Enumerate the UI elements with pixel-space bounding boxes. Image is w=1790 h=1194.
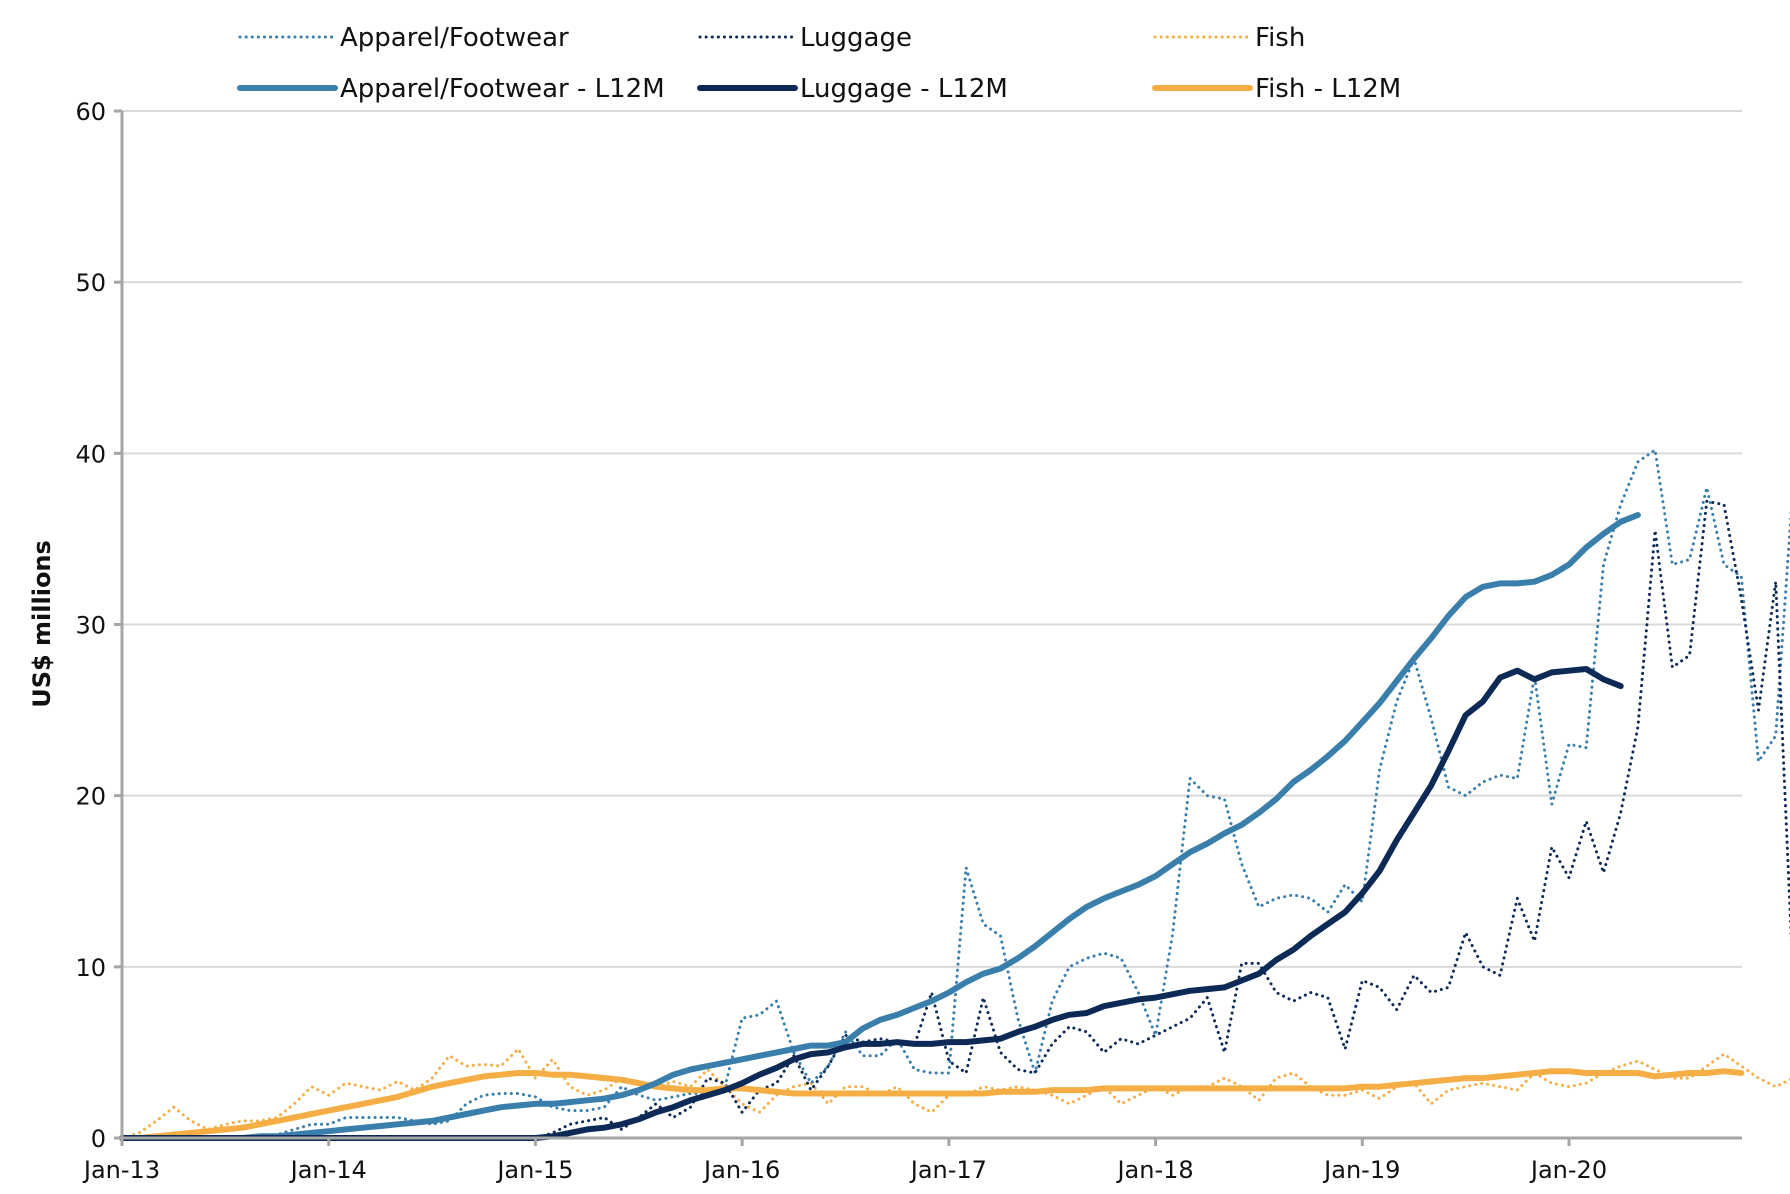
legend-label: Apparel/Footwear - L12M xyxy=(340,74,665,104)
x-tick-label: Jan-18 xyxy=(1115,1156,1193,1184)
series-line-apparel-footwear xyxy=(120,448,1790,1140)
legend-item: Luggage - L12M xyxy=(697,74,1008,104)
series-lines xyxy=(119,448,1790,1141)
series-line-apparel-footwear-l12m xyxy=(119,512,1641,1141)
legend-label: Luggage xyxy=(800,23,912,53)
y-tick-label: 30 xyxy=(75,612,106,640)
y-tick-label: 10 xyxy=(75,954,106,982)
x-tick-label: Jan-13 xyxy=(82,1156,160,1184)
y-tick-label: 0 xyxy=(91,1125,106,1153)
legend-item: Apparel/Footwear - L12M xyxy=(237,74,665,104)
legend-item: Fish xyxy=(1153,23,1305,53)
legend-label: Fish - L12M xyxy=(1255,74,1401,104)
axes: 0 10 20 30 40 50 60 Jan-13 Jan-14 Jan-15 Jan-16 Jan… xyxy=(75,98,1742,1184)
y-tick-label: 40 xyxy=(75,440,106,468)
legend-label: Luggage - L12M xyxy=(800,74,1008,104)
y-axis-label: US$ millions xyxy=(28,540,56,708)
y-tick-label: 50 xyxy=(75,269,106,297)
legend-item: Fish - L12M xyxy=(1152,74,1401,104)
x-tick-label: Jan-17 xyxy=(909,1156,987,1184)
series-line-fish-l12m xyxy=(119,1068,1745,1141)
x-tick-label: Jan-19 xyxy=(1322,1156,1400,1184)
legend: Apparel/Footwear Luggage Fish Apparel/Footw… xyxy=(237,23,1401,104)
legend-label: Fish xyxy=(1255,23,1305,53)
x-tick-label: Jan-15 xyxy=(495,1156,573,1184)
gridlines xyxy=(122,110,1742,968)
legend-item: Apparel/Footwear xyxy=(238,23,569,53)
y-tick-label: 60 xyxy=(75,98,106,126)
x-tick-label: Jan-20 xyxy=(1529,1156,1607,1184)
y-tick-label: 20 xyxy=(75,783,106,811)
legend-label: Apparel/Footwear xyxy=(340,23,569,53)
x-tick-label: Jan-16 xyxy=(702,1156,780,1184)
legend-item: Luggage xyxy=(698,23,912,53)
series-line-luggage-l12m xyxy=(119,666,1624,1141)
x-tick-label: Jan-14 xyxy=(289,1156,367,1184)
